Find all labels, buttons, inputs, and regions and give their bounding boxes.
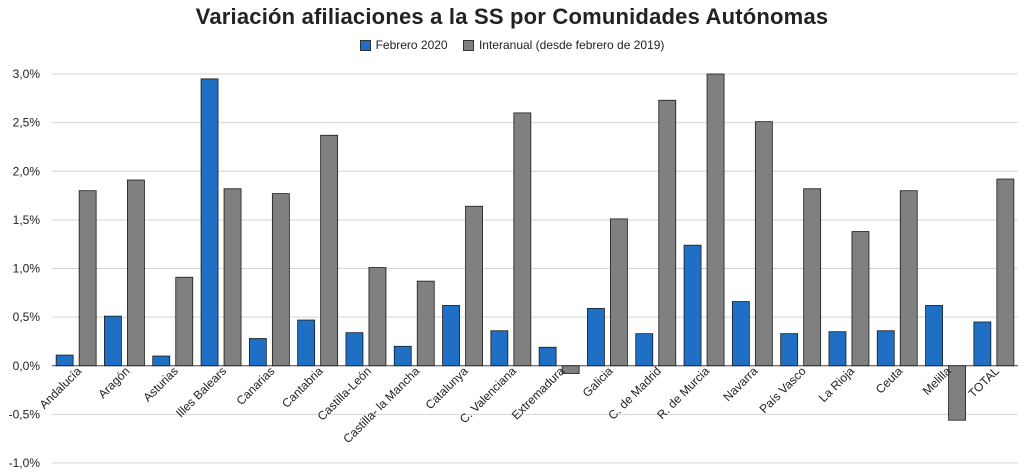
x-category-label: La Rioja [816,364,857,405]
legend-label-febrero: Febrero 2020 [375,38,448,52]
bar-febrero [973,321,992,367]
y-tick-label: -0,5% [9,407,41,421]
bar-febrero [780,333,799,367]
bar-febrero [683,244,702,367]
bar-interanual [175,276,194,367]
bar-interanual [706,73,725,367]
chart-title: Variación afiliaciones a la SS por Comun… [195,4,829,29]
bar-febrero [925,305,943,367]
bar-interanual [803,188,822,367]
bar-febrero [442,305,460,367]
bar-interanual [127,179,145,367]
y-tick-label: 0,0% [13,359,41,373]
legend-label-interanual: Interanual (desde febrero de 2019) [478,38,665,52]
bar-febrero [731,301,750,367]
bar-interanual [368,267,387,367]
x-category-label: Aragón [95,364,132,401]
bar-interanual [416,280,435,367]
bar-febrero [152,355,171,367]
bar-interanual [465,205,483,367]
bar-febrero [200,78,219,367]
bar-interanual [78,190,97,367]
bar-interanual [271,193,290,367]
bar-interanual [948,365,966,421]
y-tick-label: 1,0% [13,262,41,276]
y-tick-label: 1,5% [13,213,41,227]
bar-febrero [345,332,364,367]
y-axis-ticks: 3,0% 2,5% 2,0% 1,5% 1,0% 0,5% 0,0% -0,5% -1,0% [9,67,41,470]
x-category-label: Illes Balears [173,364,229,420]
x-category-label: Asturias [140,364,181,405]
bars [55,73,1015,421]
y-tick-label: 2,0% [13,164,41,178]
legend: Febrero 2020 Interanual (desde febrero d… [0,38,1024,54]
x-category-label: Galicia [580,364,616,400]
y-tick-label: -1,0% [9,456,41,470]
legend-swatch-febrero [359,39,371,51]
y-tick-label: 0,5% [13,310,41,324]
x-category-label: R. de Murcia [654,364,712,422]
x-category-label: TOTAL [966,364,1003,401]
bar-interanual [996,178,1015,367]
bar-febrero [876,330,895,367]
bar-interanual [899,190,918,367]
bar-febrero [248,338,267,367]
bar-febrero [635,333,654,367]
bar-febrero [828,331,847,367]
bar-febrero [490,330,509,367]
bar-febrero [104,315,122,367]
legend-swatch-interanual [462,39,474,51]
x-category-label: País Vasco [757,364,809,416]
x-category-label: Andalucía [37,364,85,412]
bar-interanual [754,121,773,367]
bar-interanual [561,365,580,374]
bar-febrero [587,307,605,367]
bar-interanual [223,188,242,367]
y-tick-label: 3,0% [13,67,41,81]
bar-febrero [55,354,74,367]
bar-febrero [393,345,412,367]
legend-item-febrero: Febrero 2020 [359,38,448,52]
legend-item-interanual: Interanual (desde febrero de 2019) [462,38,665,52]
bar-interanual [851,231,870,367]
bar-febrero [538,346,557,367]
x-category-label: Canarias [234,364,278,408]
bar-interanual [658,99,677,367]
x-category-label: Ceuta [873,364,906,397]
bar-interanual [320,134,339,367]
bar-interanual [513,112,532,367]
bar-interanual [610,218,628,367]
y-tick-label: 2,5% [13,116,41,130]
x-category-label: Navarra [720,364,760,404]
x-category-label: Cantabria [279,364,326,411]
bar-febrero [297,319,316,367]
x-category-label: Catalunya [423,364,471,412]
